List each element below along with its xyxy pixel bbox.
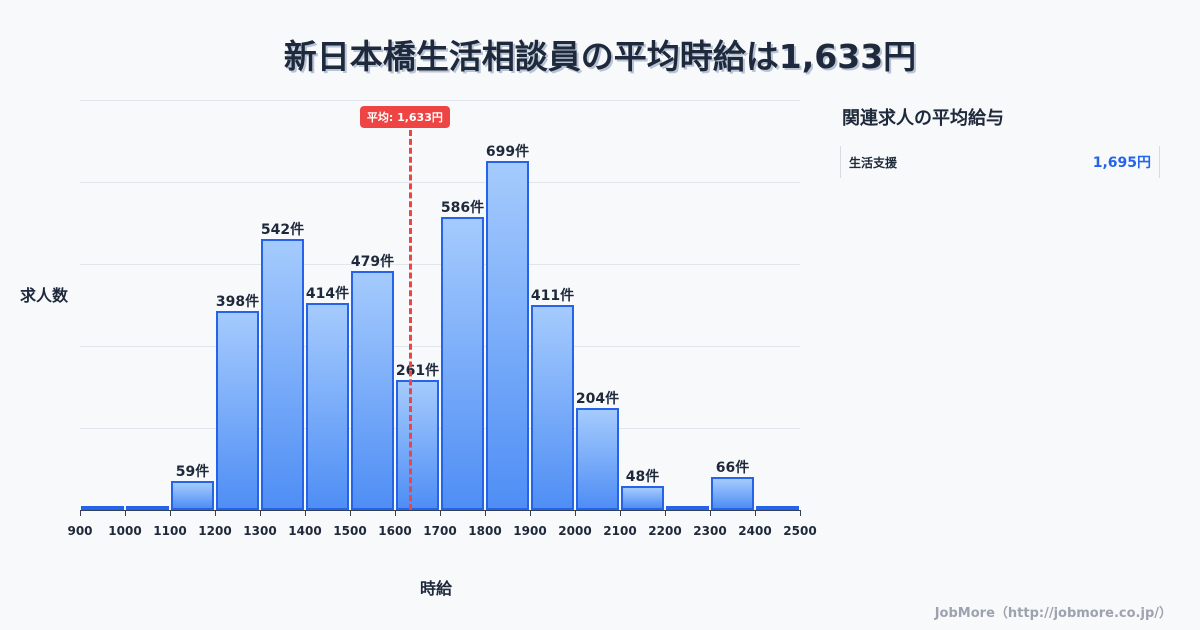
- related-salary-item: 生活支援 1,695円: [840, 146, 1160, 178]
- x-axis-tick-label: 2300: [693, 524, 727, 538]
- x-axis-tick-label: 2100: [603, 524, 637, 538]
- x-axis-tick-label: 2500: [783, 524, 817, 538]
- average-line: [408, 130, 412, 510]
- x-axis-label: 時給: [420, 579, 453, 598]
- bar-value-label: 479件: [350, 253, 395, 270]
- histogram-bar: [171, 480, 214, 510]
- bar-value-label: 66件: [715, 460, 750, 476]
- x-axis-tick-label: 1100: [153, 524, 187, 538]
- histogram-bar: [126, 506, 169, 510]
- bar-value-label: 48件: [625, 469, 660, 485]
- gridline: [80, 346, 800, 347]
- y-axis-label: 求人数: [20, 286, 69, 305]
- histogram-bar: [261, 239, 304, 510]
- histogram-bar: [81, 506, 124, 510]
- bar-value-label: 414件: [305, 286, 350, 302]
- x-axis-tick: [620, 510, 621, 516]
- bar-value-label: 261件: [395, 362, 440, 379]
- histogram-bar: [441, 217, 484, 510]
- histogram-bar: [621, 486, 664, 510]
- footer-credit: JobMore（http://jobmore.co.jp/）: [934, 606, 1172, 621]
- histogram-chart: 59件 398件 542件 414件 479件 261件 586件 699件 411件 204件 4…: [67, 100, 817, 538]
- x-axis-tick-label: 1900: [513, 524, 547, 538]
- x-axis-tick-label: 1600: [378, 524, 412, 538]
- x-axis-tick: [575, 510, 576, 516]
- bar-value-label: 59件: [175, 463, 210, 480]
- bar-value-label: 542件: [260, 222, 305, 238]
- x-axis-tick: [485, 510, 486, 516]
- related-job-salary: 1,695円: [1092, 155, 1151, 171]
- bar-value-label: 699件: [485, 143, 530, 160]
- gridline: [80, 100, 800, 101]
- page-title: 新日本橋生活相談員の平均時給は1,633円: [283, 37, 917, 76]
- x-axis-tick-label: 1400: [288, 524, 322, 538]
- gridline: [80, 264, 800, 265]
- bar-value-label: 204件: [575, 391, 620, 407]
- x-axis-tick: [215, 510, 216, 516]
- x-axis-tick: [440, 510, 441, 516]
- x-axis-tick-label: 1000: [108, 524, 142, 538]
- histogram-bar: [351, 270, 394, 510]
- related-salary-title: 関連求人の平均給与: [842, 108, 1004, 129]
- histogram-bar: [396, 379, 439, 510]
- x-axis-tick-label: 1300: [243, 524, 277, 538]
- x-axis-tick: [125, 510, 126, 516]
- gridline: [80, 182, 800, 183]
- x-axis-tick-label: 2400: [738, 524, 772, 538]
- histogram-bar: [756, 506, 799, 510]
- x-axis-tick: [260, 510, 261, 516]
- histogram-bar: [666, 506, 709, 510]
- histogram-bar: [306, 303, 349, 510]
- x-axis-tick-label: 2000: [558, 524, 592, 538]
- x-axis-tick: [800, 510, 801, 516]
- related-job-name: 生活支援: [849, 155, 898, 170]
- bar-value-label: 398件: [215, 294, 260, 310]
- histogram-bar: [531, 304, 574, 510]
- x-axis-tick-label: 1700: [423, 524, 457, 538]
- x-axis-tick-label: 2200: [648, 524, 682, 538]
- x-axis-tick: [530, 510, 531, 516]
- average-badge: 平均: 1,633円: [359, 106, 450, 128]
- x-axis-tick-label: 1500: [333, 524, 367, 538]
- x-axis-tick: [755, 510, 756, 516]
- bar-value-label: 586件: [440, 200, 485, 216]
- x-axis-tick: [80, 510, 81, 516]
- x-axis-tick: [395, 510, 396, 516]
- x-axis-tick-label: 1200: [198, 524, 232, 538]
- histogram-bar: [216, 311, 259, 510]
- histogram-bar: [711, 477, 754, 510]
- x-axis-tick: [170, 510, 171, 516]
- x-axis-tick: [350, 510, 351, 516]
- x-axis-tick: [665, 510, 666, 516]
- x-axis-tick: [710, 510, 711, 516]
- bar-value-label: 411件: [530, 287, 575, 304]
- histogram-bar: [576, 408, 619, 510]
- gridline: [80, 428, 800, 429]
- x-axis-tick-label: 1800: [468, 524, 502, 538]
- x-axis-tick-label: 900: [67, 524, 93, 538]
- histogram-bar: [486, 160, 529, 510]
- x-axis-tick: [305, 510, 306, 516]
